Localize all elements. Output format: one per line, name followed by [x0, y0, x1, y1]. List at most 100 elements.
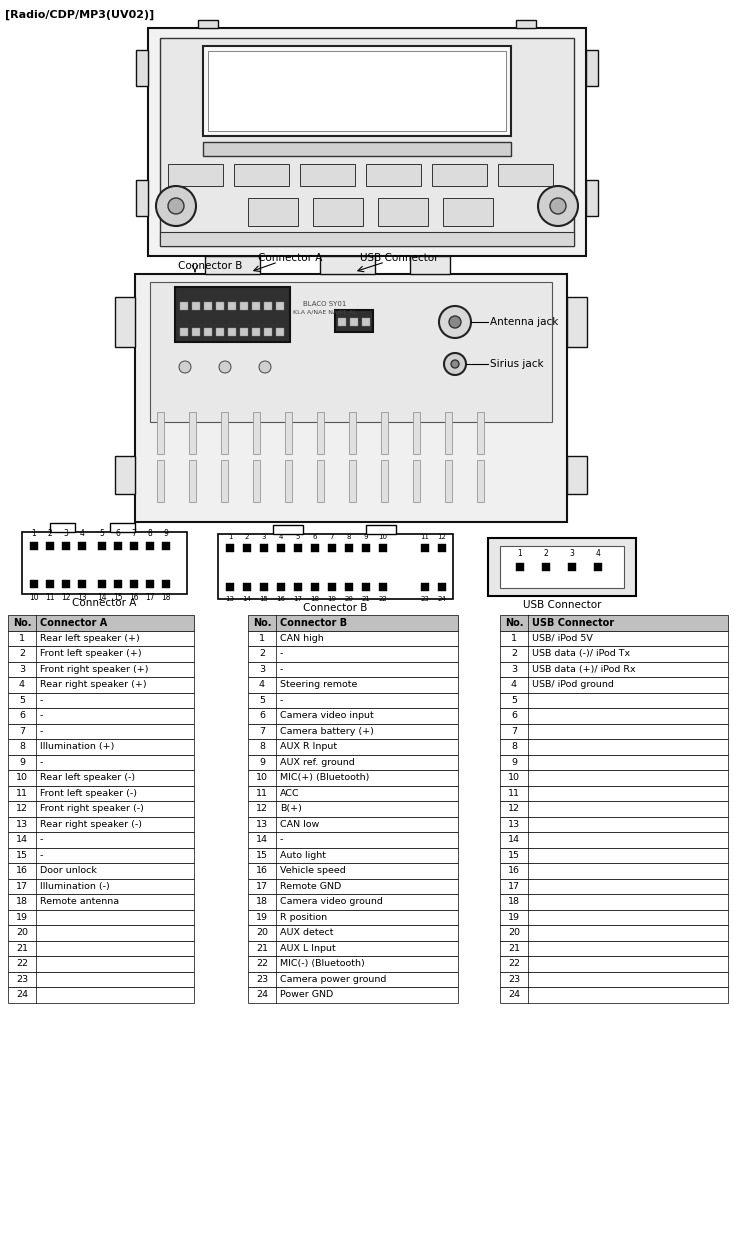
- Circle shape: [444, 353, 466, 375]
- Bar: [8, 879, 194, 893]
- Text: CAN low: CAN low: [280, 819, 319, 829]
- Text: 10: 10: [379, 534, 387, 540]
- Text: MIC(+) (Bluetooth): MIC(+) (Bluetooth): [280, 774, 370, 782]
- Circle shape: [156, 186, 196, 226]
- Bar: [311, 582, 319, 591]
- Text: 21: 21: [362, 596, 370, 602]
- Bar: [221, 460, 228, 502]
- Bar: [115, 297, 135, 347]
- Text: 18: 18: [161, 594, 171, 602]
- Text: 24: 24: [256, 990, 268, 1000]
- Bar: [500, 893, 728, 909]
- Bar: [248, 661, 458, 677]
- Bar: [168, 164, 223, 186]
- Text: Connector A: Connector A: [72, 598, 136, 608]
- Bar: [198, 20, 218, 28]
- Text: 18: 18: [508, 897, 520, 906]
- Text: USB Connector: USB Connector: [360, 253, 439, 263]
- Text: 15: 15: [508, 850, 520, 860]
- Bar: [148, 28, 586, 255]
- Bar: [500, 926, 728, 940]
- Bar: [317, 460, 324, 502]
- Bar: [146, 542, 154, 550]
- Text: Power GND: Power GND: [280, 990, 333, 1000]
- Bar: [477, 412, 484, 454]
- Text: Connector B: Connector B: [178, 262, 243, 271]
- Text: 5: 5: [259, 696, 265, 705]
- Bar: [240, 328, 248, 336]
- Bar: [277, 544, 285, 552]
- Bar: [311, 544, 319, 552]
- Bar: [500, 647, 728, 661]
- Text: 20: 20: [345, 596, 354, 602]
- Bar: [30, 580, 38, 587]
- Bar: [8, 956, 194, 971]
- Bar: [488, 538, 636, 596]
- Text: -: -: [40, 835, 43, 844]
- Text: R position: R position: [280, 913, 327, 922]
- Bar: [594, 563, 602, 571]
- Bar: [567, 457, 587, 494]
- Bar: [381, 460, 388, 502]
- Text: USB/ iPod ground: USB/ iPod ground: [532, 680, 614, 690]
- Bar: [349, 460, 356, 502]
- Text: 10: 10: [508, 774, 520, 782]
- Bar: [248, 926, 458, 940]
- Bar: [500, 615, 728, 631]
- Text: 16: 16: [129, 594, 139, 602]
- Circle shape: [538, 186, 578, 226]
- Bar: [78, 542, 86, 550]
- Bar: [248, 677, 458, 692]
- Bar: [500, 817, 728, 832]
- Bar: [110, 523, 135, 532]
- Bar: [273, 524, 303, 534]
- Bar: [8, 692, 194, 708]
- Circle shape: [259, 362, 271, 373]
- Bar: [205, 255, 260, 274]
- Bar: [8, 754, 194, 770]
- Text: 13: 13: [226, 596, 234, 602]
- Text: 2: 2: [511, 649, 517, 658]
- Bar: [253, 460, 260, 502]
- Text: Camera video ground: Camera video ground: [280, 897, 383, 906]
- Bar: [500, 692, 728, 708]
- Text: 17: 17: [146, 594, 155, 602]
- Text: 17: 17: [16, 882, 28, 891]
- Text: Illumination (+): Illumination (+): [40, 742, 115, 752]
- Text: 21: 21: [16, 944, 28, 953]
- Text: 4: 4: [259, 680, 265, 690]
- Bar: [248, 832, 458, 848]
- Bar: [516, 563, 524, 571]
- Bar: [228, 302, 236, 310]
- Bar: [568, 563, 576, 571]
- Bar: [381, 412, 388, 454]
- Bar: [78, 580, 86, 587]
- Bar: [130, 542, 138, 550]
- Text: Vehicle speed: Vehicle speed: [280, 866, 345, 875]
- Bar: [277, 582, 285, 591]
- Bar: [115, 457, 135, 494]
- Text: 4: 4: [595, 549, 600, 558]
- Bar: [98, 580, 106, 587]
- Bar: [46, 542, 54, 550]
- Bar: [500, 971, 728, 987]
- Text: 13: 13: [16, 819, 28, 829]
- Bar: [260, 544, 268, 552]
- Text: 8: 8: [511, 742, 517, 752]
- Text: Connector B: Connector B: [303, 603, 368, 613]
- Bar: [248, 987, 458, 1002]
- Bar: [204, 302, 212, 310]
- Bar: [248, 817, 458, 832]
- Text: Rear left speaker (-): Rear left speaker (-): [40, 774, 135, 782]
- Text: 7: 7: [259, 727, 265, 735]
- Text: Remote GND: Remote GND: [280, 882, 341, 891]
- Bar: [500, 545, 624, 587]
- Text: 3: 3: [63, 529, 68, 538]
- Text: 14: 14: [97, 594, 107, 602]
- Bar: [500, 879, 728, 893]
- Text: Front right speaker (+): Front right speaker (+): [40, 665, 148, 674]
- Bar: [320, 255, 375, 274]
- Text: 19: 19: [328, 596, 337, 602]
- Text: USB Connector: USB Connector: [532, 618, 614, 628]
- Bar: [350, 318, 358, 326]
